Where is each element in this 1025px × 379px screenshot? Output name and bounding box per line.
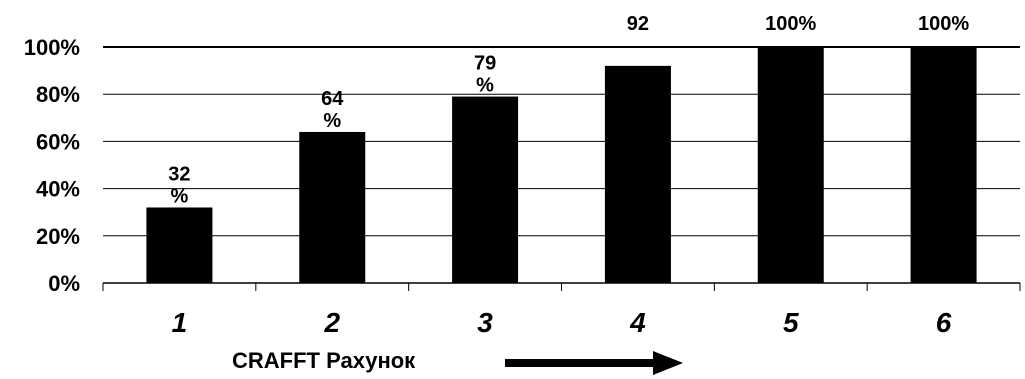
bar-2 — [299, 131, 366, 283]
data-label: 79% — [474, 53, 496, 97]
data-label: 100% — [918, 13, 969, 35]
bar-6 — [910, 47, 977, 283]
y-axis-ticks: 0% 20% 40% 60% 80% 100% — [24, 35, 80, 296]
y-tick-label: 20% — [36, 224, 80, 249]
y-tick-label: 60% — [36, 129, 80, 154]
gridlines — [103, 46, 1020, 237]
y-tick-label: 80% — [36, 82, 80, 107]
x-axis — [102, 282, 1021, 291]
data-label: 92 — [627, 13, 649, 35]
data-label: 100% — [765, 13, 816, 35]
y-tick-label: 40% — [36, 177, 80, 202]
data-labels: 32 % 64 % 79 % 92 100% 100% — [168, 13, 969, 207]
x-tick-label: 1 — [172, 307, 188, 338]
right-arrow-icon — [505, 351, 683, 375]
bar-5 — [757, 47, 824, 283]
bar-1 — [146, 207, 213, 283]
x-tick-label: 2 — [323, 307, 340, 338]
x-tick-label: 5 — [783, 307, 799, 338]
x-tick-label: 6 — [936, 307, 952, 338]
y-tick-label: 0% — [48, 271, 80, 296]
bar-3 — [452, 96, 519, 283]
data-label: 64% — [321, 88, 344, 132]
y-tick-label: 100% — [24, 35, 80, 60]
bar-4 — [604, 65, 671, 283]
x-tick-label: 4 — [629, 307, 646, 338]
x-tick-label: 3 — [477, 307, 493, 338]
x-axis-ticks: 1 2 3 4 5 6 — [172, 307, 952, 338]
bars — [146, 47, 977, 283]
x-axis-label: CRAFFT Рахунок — [232, 348, 416, 373]
bar-chart: 0% 20% 40% 60% 80% 100% 32 % 64 % 79 % 92 100% 100% 1… — [24, 13, 1021, 338]
data-label: 32% — [168, 163, 190, 207]
